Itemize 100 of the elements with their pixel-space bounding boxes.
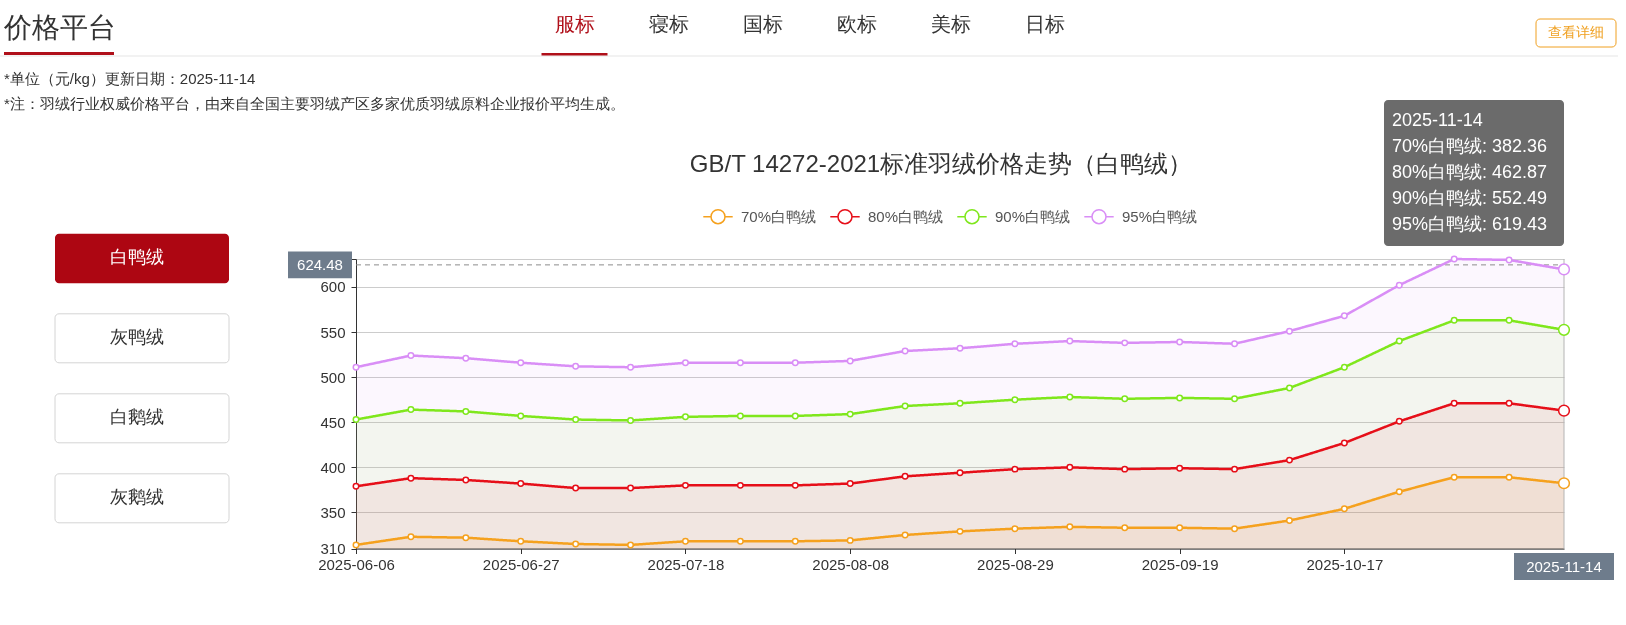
point [956,469,964,477]
point [517,412,525,420]
point [1121,339,1129,347]
point [462,476,470,484]
point [681,481,689,489]
point [627,416,635,424]
point [1011,525,1019,533]
point [627,541,635,549]
x-tick-label: 2025-07-18 [647,556,725,573]
point [1285,517,1293,525]
y-tick-label: 500 [320,368,346,386]
text: 寝标 [648,13,689,35]
y-tick-label: 310 [320,540,346,557]
text: 服标 [554,13,595,35]
point [1121,395,1129,403]
point [1395,488,1403,496]
text: *单位（元/kg）更新日期：2025-11-14 [4,70,256,87]
legend-label: 90%白鸭绒 [995,207,1071,225]
point [1121,524,1129,532]
point [1505,316,1513,324]
point [352,416,360,424]
text: 灰鹅绒 [110,487,164,508]
text: *注：羽绒行业权威价格平台，由来自全国主要羽绒产区多家优质羽绒原料企业报价平均生成。 [4,95,625,112]
chart-title: GB/T 14272-2021标准羽绒价格走势（白鸭绒） [689,150,1193,177]
point [1011,465,1019,473]
text: 价格平台 [3,12,116,43]
point [572,484,580,492]
point [956,399,964,407]
y-tick-label: 550 [320,323,346,341]
point [627,363,635,371]
point [1066,337,1074,345]
point [736,537,744,545]
point [1340,439,1348,447]
text: 白鹅绒 [110,407,164,428]
point [407,474,415,482]
y-tick-label: 400 [320,458,346,476]
point [1395,337,1403,345]
point [407,406,415,414]
point [517,537,525,545]
legend-label: 70%白鸭绒 [741,207,817,225]
x-tick-label: 2025-11-14 [1526,557,1602,575]
point [572,362,580,370]
point [1176,394,1184,402]
point [791,412,799,420]
point [517,359,525,367]
point [1176,338,1184,346]
point [1505,399,1513,407]
point [901,402,909,410]
x-tick-label: 2025-08-08 [812,556,890,573]
point [1231,395,1239,403]
point [1505,473,1513,481]
text: 白鸭绒 [110,247,164,268]
point [736,359,744,367]
point [846,410,854,418]
x-tick-label: 2025-10-17 [1306,556,1384,573]
point [1340,505,1348,513]
point [1340,363,1348,371]
point [681,359,689,367]
point [572,416,580,424]
text: 欧标 [836,13,877,35]
text: 灰鸭绒 [110,327,164,348]
point [846,357,854,365]
point [736,412,744,420]
point [407,352,415,359]
point [901,531,909,539]
point [1450,255,1458,263]
point [1231,525,1239,533]
point [956,527,964,535]
text: 日标 [1025,13,1066,35]
point [1011,340,1019,348]
point [1011,396,1019,404]
point [846,480,854,488]
point [901,347,909,355]
point [462,534,470,542]
point [1066,523,1074,531]
y-tick-label: 600 [320,278,346,296]
point [352,482,360,490]
text: 查看详细 [1548,24,1604,40]
point [517,480,525,488]
x-tick-label: 2025-06-06 [318,556,395,573]
point [1395,417,1403,425]
point [1395,281,1403,289]
text: 80%白鸭绒: 462.87 [1392,162,1548,182]
point [407,533,415,541]
point [1505,256,1513,264]
legend-label: 80%白鸭绒 [868,207,944,225]
point [1121,465,1129,473]
point [681,537,689,545]
point [1231,340,1239,348]
point [791,359,799,367]
point [1176,524,1184,532]
point [956,344,964,352]
text: 国标 [743,13,784,35]
legend-label: 95%白鸭绒 [1122,207,1198,225]
point [352,363,360,371]
text: 90%白鸭绒: 552.49 [1392,188,1548,208]
point [736,481,744,489]
point [1066,393,1074,401]
text: 2025-11-14 [1392,110,1483,130]
text: 70%白鸭绒: 382.36 [1392,136,1548,156]
